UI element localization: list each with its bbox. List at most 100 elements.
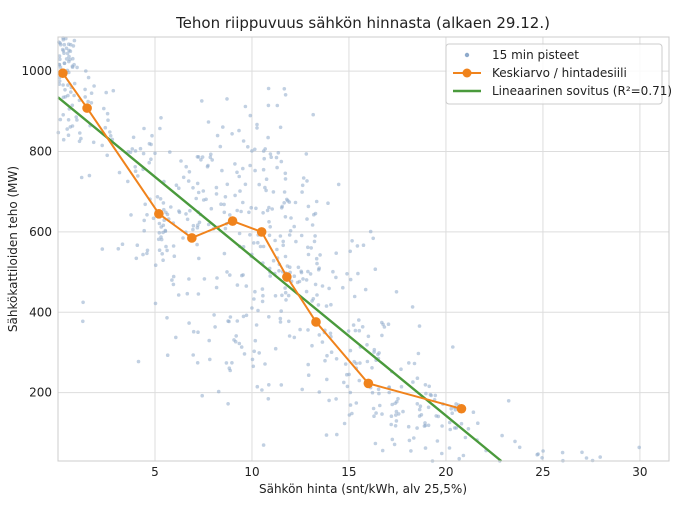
scatter-point: [162, 207, 166, 212]
scatter-point: [363, 287, 368, 292]
scatter-point: [83, 87, 87, 92]
scatter-point: [196, 292, 201, 296]
scatter-point: [406, 424, 411, 429]
scatter-point: [289, 216, 293, 220]
scatter-point: [255, 384, 260, 389]
scatter-point: [72, 38, 77, 43]
scatter-point: [314, 199, 319, 204]
scatter-point: [143, 202, 147, 207]
scatter-point: [348, 390, 353, 395]
scatter-point: [207, 338, 211, 343]
scatter-point: [387, 390, 392, 395]
scatter-point: [453, 408, 458, 412]
scatter-point: [335, 432, 339, 437]
scatter-point: [271, 190, 276, 194]
scatter-point: [145, 248, 150, 253]
scatter-point: [243, 104, 248, 109]
scatter-point: [187, 277, 191, 281]
scatter-point: [185, 291, 190, 296]
scatter-point: [105, 111, 110, 116]
scatter-point: [64, 57, 69, 61]
scatter-point: [417, 407, 422, 412]
scatter-point: [71, 56, 75, 61]
scatter-point: [415, 402, 420, 406]
scatter-point: [222, 210, 227, 215]
scatter-point: [280, 293, 284, 298]
scatter-point: [286, 198, 290, 203]
scatter-point: [435, 439, 440, 443]
scatter-point: [89, 101, 94, 105]
scatter-point: [165, 353, 170, 358]
scatter-point: [260, 299, 265, 304]
scatter-point: [301, 176, 306, 180]
scatter-point: [410, 305, 415, 309]
scatter-point: [177, 209, 181, 213]
scatter-point: [126, 149, 131, 154]
scatter-point: [86, 99, 90, 104]
scatter-point: [318, 253, 322, 257]
scatter-point: [65, 51, 70, 56]
scatter-point: [117, 170, 122, 175]
scatter-point: [67, 70, 71, 75]
scatter-point: [262, 156, 267, 161]
scatter-point: [191, 227, 195, 232]
scatter-point: [283, 254, 288, 259]
mean-layer: [58, 68, 467, 414]
scatter-point: [195, 155, 200, 159]
scatter-point: [386, 322, 391, 327]
scatter-point: [270, 207, 275, 211]
scatter-point: [394, 290, 399, 294]
scatter-point: [105, 153, 109, 158]
scatter-point: [208, 357, 212, 362]
scatter-point: [69, 90, 73, 94]
scatter-point: [294, 239, 298, 244]
scatter-point: [278, 320, 283, 324]
scatter-point: [396, 412, 401, 416]
scatter-point: [334, 251, 339, 255]
scatter-point: [313, 234, 317, 238]
scatter-point: [241, 166, 245, 171]
scatter-point: [244, 313, 249, 318]
legend-mean-marker: [462, 68, 472, 78]
scatter-point: [268, 225, 273, 229]
scatter-point: [540, 456, 544, 460]
scatter-point: [58, 65, 63, 69]
scatter-point: [266, 103, 271, 108]
scatter-point: [324, 304, 329, 308]
scatter-point: [157, 221, 162, 226]
scatter-point: [273, 346, 278, 351]
scatter-point: [156, 237, 161, 242]
scatter-point: [271, 258, 276, 263]
scatter-point: [83, 95, 87, 99]
scatter-point: [230, 132, 234, 136]
scatter-point: [228, 213, 232, 217]
scatter-point: [57, 54, 62, 58]
scatter-point: [342, 380, 346, 385]
scatter-point: [160, 252, 164, 256]
scatter-point: [356, 271, 360, 276]
scatter-point: [194, 196, 198, 201]
scatter-point: [111, 88, 116, 93]
scatter-point: [315, 293, 319, 297]
scatter-point: [306, 328, 310, 332]
x-tick-label: 25: [535, 465, 550, 479]
scatter-point: [471, 410, 476, 415]
scatter-point: [240, 273, 244, 278]
scatter-point: [393, 401, 398, 406]
scatter-point: [348, 348, 353, 353]
scatter-point: [304, 152, 309, 156]
mean-point: [82, 103, 92, 113]
scatter-point: [357, 378, 362, 383]
scatter-point: [346, 329, 351, 333]
mean-point: [58, 68, 68, 78]
scatter-point: [255, 240, 260, 245]
scatter-point: [513, 439, 517, 444]
scatter-point: [287, 334, 292, 338]
scatter-point: [287, 319, 291, 324]
scatter-point: [598, 455, 602, 459]
scatter-point: [181, 175, 186, 180]
scatter-point: [158, 126, 162, 131]
scatter-point: [536, 452, 540, 456]
scatter-point: [454, 426, 459, 430]
scatter-point: [306, 362, 311, 367]
